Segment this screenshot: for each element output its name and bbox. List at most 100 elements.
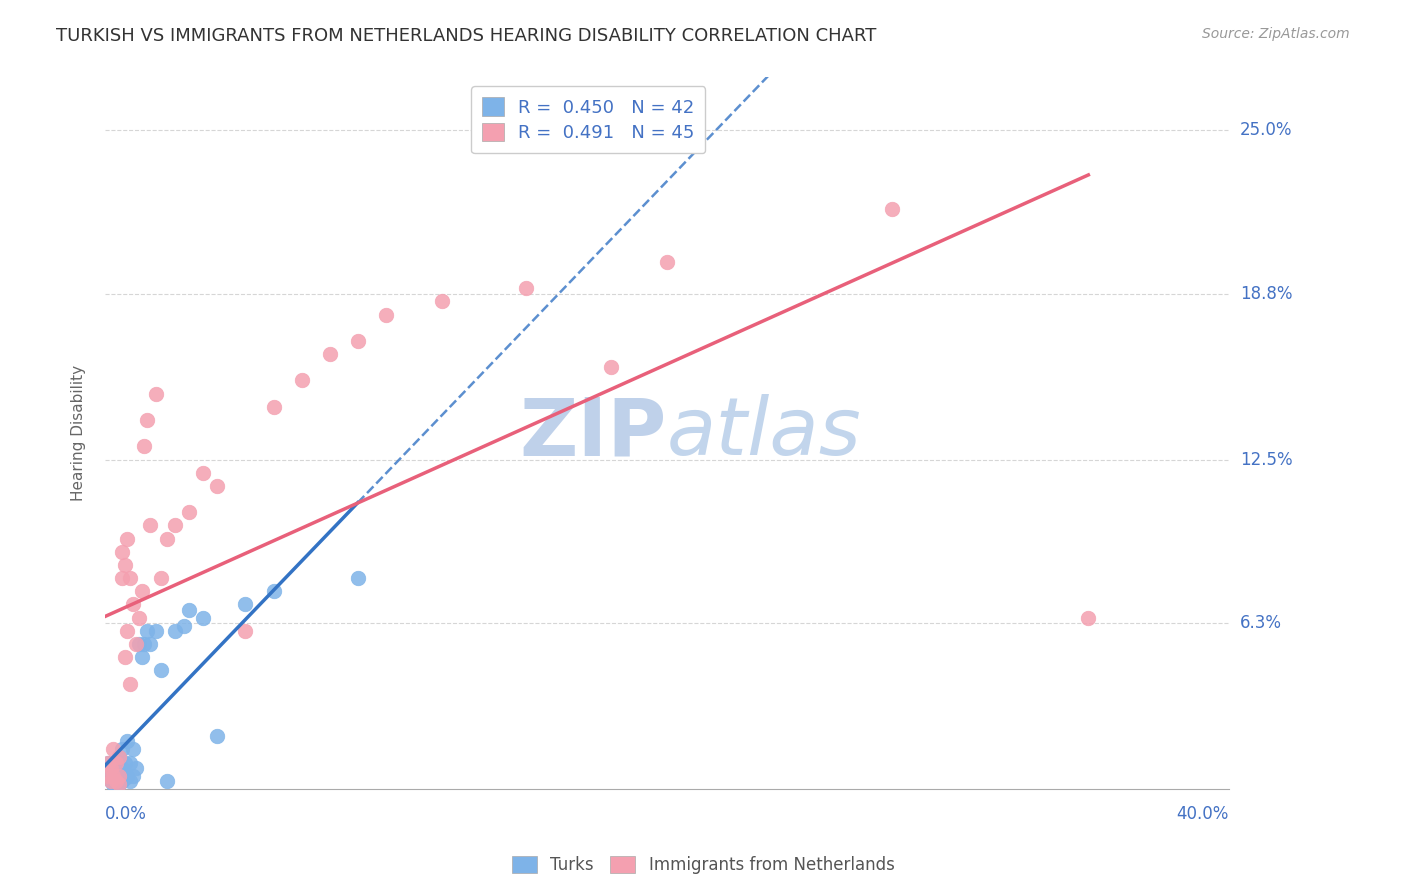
Point	[120, 571, 142, 585]
Point	[114, 558, 136, 572]
Point	[122, 769, 145, 783]
Point	[263, 400, 285, 414]
Point	[103, 769, 125, 783]
Text: Source: ZipAtlas.com: Source: ZipAtlas.com	[1202, 27, 1350, 41]
Point	[111, 761, 134, 775]
Text: TURKISH VS IMMIGRANTS FROM NETHERLANDS HEARING DISABILITY CORRELATION CHART: TURKISH VS IMMIGRANTS FROM NETHERLANDS H…	[56, 27, 876, 45]
Point	[207, 729, 229, 743]
Point	[120, 774, 142, 789]
Point	[179, 505, 201, 519]
Point	[193, 610, 215, 624]
Point	[105, 756, 128, 770]
Point	[599, 360, 621, 375]
Point	[122, 742, 145, 756]
Point	[131, 584, 153, 599]
Point	[97, 756, 120, 770]
Text: 0.0%: 0.0%	[105, 805, 146, 823]
Point	[165, 624, 187, 638]
Point	[173, 618, 195, 632]
Point	[134, 637, 156, 651]
Point	[105, 769, 128, 783]
Point	[128, 637, 150, 651]
Point	[108, 777, 131, 791]
Point	[120, 676, 142, 690]
Point	[103, 742, 125, 756]
Point	[117, 769, 139, 783]
Point	[100, 774, 122, 789]
Point	[111, 742, 134, 756]
Point	[291, 374, 314, 388]
Point	[100, 761, 122, 775]
Text: 18.8%: 18.8%	[1240, 285, 1292, 302]
Point	[375, 308, 398, 322]
Text: 6.3%: 6.3%	[1240, 614, 1282, 632]
Point	[515, 281, 537, 295]
Point	[145, 624, 167, 638]
Point	[347, 571, 370, 585]
Point	[156, 532, 179, 546]
Point	[193, 466, 215, 480]
Point	[108, 750, 131, 764]
Point	[108, 772, 131, 786]
Point	[136, 413, 159, 427]
Point	[111, 774, 134, 789]
Point	[108, 750, 131, 764]
Point	[207, 479, 229, 493]
Point	[150, 571, 173, 585]
Point	[131, 650, 153, 665]
Point	[880, 202, 903, 217]
Point	[136, 624, 159, 638]
Point	[156, 774, 179, 789]
Point	[120, 756, 142, 770]
Point	[179, 603, 201, 617]
Point	[97, 769, 120, 783]
Point	[125, 637, 148, 651]
Legend: R =  0.450   N = 42, R =  0.491   N = 45: R = 0.450 N = 42, R = 0.491 N = 45	[471, 87, 706, 153]
Point	[139, 637, 162, 651]
Point	[430, 294, 453, 309]
Point	[347, 334, 370, 348]
Point	[1077, 610, 1099, 624]
Text: ZIP: ZIP	[520, 394, 666, 472]
Point	[97, 756, 120, 770]
Point	[114, 650, 136, 665]
Point	[105, 774, 128, 789]
Y-axis label: Hearing Disability: Hearing Disability	[72, 365, 86, 501]
Point	[655, 255, 678, 269]
Point	[117, 532, 139, 546]
Point	[139, 518, 162, 533]
Point	[263, 584, 285, 599]
Point	[145, 386, 167, 401]
Point	[105, 756, 128, 770]
Point	[103, 756, 125, 770]
Point	[122, 598, 145, 612]
Point	[117, 734, 139, 748]
Point	[111, 571, 134, 585]
Point	[97, 769, 120, 783]
Point	[150, 664, 173, 678]
Point	[319, 347, 342, 361]
Point	[108, 777, 131, 791]
Text: 40.0%: 40.0%	[1177, 805, 1229, 823]
Point	[103, 777, 125, 791]
Point	[100, 774, 122, 789]
Text: 25.0%: 25.0%	[1240, 121, 1292, 139]
Point	[125, 761, 148, 775]
Point	[165, 518, 187, 533]
Point	[117, 624, 139, 638]
Point	[108, 769, 131, 783]
Point	[235, 624, 257, 638]
Point	[103, 769, 125, 783]
Point	[134, 439, 156, 453]
Point	[105, 777, 128, 791]
Point	[114, 756, 136, 770]
Point	[111, 545, 134, 559]
Point	[100, 761, 122, 775]
Point	[128, 610, 150, 624]
Point	[114, 772, 136, 786]
Point	[235, 598, 257, 612]
Point	[108, 761, 131, 775]
Text: 12.5%: 12.5%	[1240, 450, 1292, 468]
Text: atlas: atlas	[666, 394, 862, 472]
Legend: Turks, Immigrants from Netherlands: Turks, Immigrants from Netherlands	[506, 851, 900, 880]
